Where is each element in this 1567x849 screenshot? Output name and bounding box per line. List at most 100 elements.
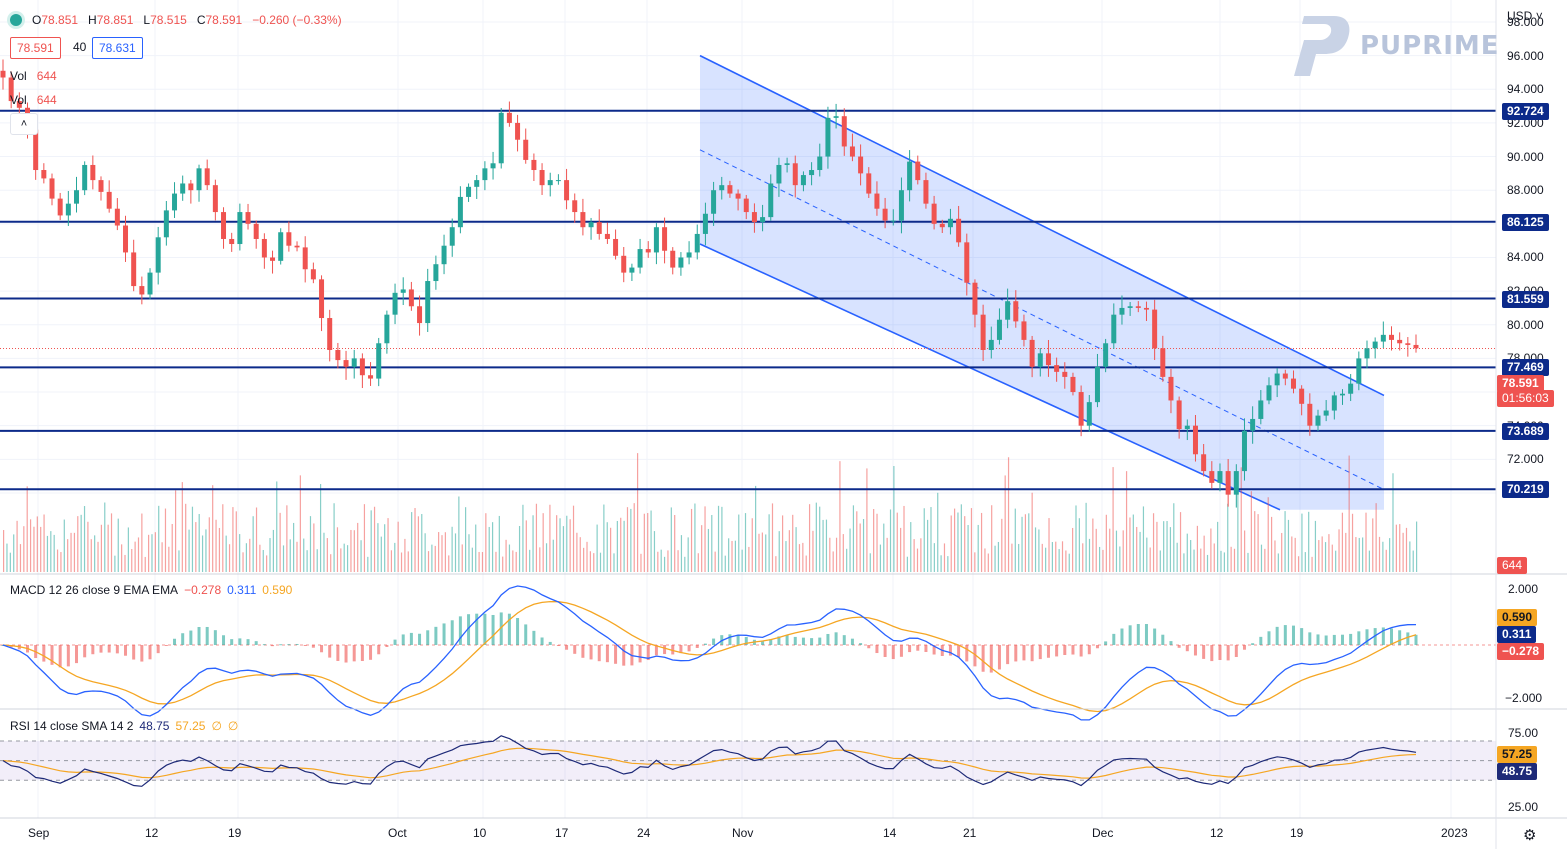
volume-bar — [748, 546, 750, 572]
candle-body — [33, 129, 39, 171]
volume-bar — [559, 518, 561, 572]
candle-body — [1331, 395, 1337, 411]
volume-bar — [1244, 530, 1246, 572]
macd-hist-bar — [646, 645, 650, 661]
macd-hist-bar — [948, 645, 952, 656]
volume-bar — [97, 541, 99, 572]
currency-label: USD — [1507, 9, 1533, 23]
price-tick-label: 80.000 — [1507, 317, 1544, 332]
candle-body — [139, 286, 145, 295]
candle-body — [1103, 343, 1109, 367]
volume-bar — [650, 510, 652, 572]
macd-hist-bar — [124, 645, 128, 656]
volume-bar — [249, 538, 251, 572]
volume-bar — [259, 544, 261, 572]
volume-bar — [1270, 516, 1273, 572]
volume-bar — [1179, 512, 1182, 572]
volume-bar — [1382, 541, 1384, 572]
volume-bar — [697, 553, 699, 572]
candle-body — [1021, 321, 1027, 340]
macd-hist-bar — [1104, 641, 1108, 645]
candle-body — [1054, 365, 1060, 372]
candle-body — [580, 212, 586, 228]
volume-bar — [1021, 516, 1023, 572]
candle-body — [1413, 344, 1419, 349]
macd-hist-bar — [712, 638, 716, 645]
macd-hist-bar — [761, 641, 765, 645]
macd-hist-bar — [989, 645, 993, 673]
time-tick-label: 19 — [1290, 826, 1304, 840]
candle-body — [270, 257, 276, 261]
macd-hist-bar — [254, 641, 258, 645]
candle-body — [1005, 301, 1011, 320]
macd-hist-bar — [1251, 643, 1255, 645]
change-value: −0.260 (−0.33%) — [252, 13, 342, 27]
macd-hist-bar — [418, 633, 422, 645]
macd-hist-bar — [891, 645, 895, 660]
volume-bar — [90, 539, 92, 572]
volume-bar — [319, 484, 322, 572]
gear-icon[interactable]: ⚙ — [1523, 827, 1537, 844]
currency-selector[interactable]: USD ˅ — [1507, 9, 1543, 23]
macd-hist-bar — [262, 644, 266, 646]
volume-bar — [906, 556, 908, 572]
volume-bar — [556, 515, 558, 572]
volume-bar — [121, 544, 123, 572]
volume-bar — [131, 548, 133, 572]
volume-bar — [252, 516, 254, 572]
volume-bar — [569, 519, 571, 572]
volume-bar — [9, 552, 11, 572]
macd-hist-bar — [377, 645, 381, 655]
volume-bar — [100, 524, 102, 572]
volume-bar — [353, 530, 355, 572]
volume-bar — [171, 523, 173, 572]
candle-body — [1209, 471, 1215, 483]
volume-bar — [630, 508, 632, 572]
macd-hist-bar — [981, 645, 985, 672]
bid-price-button[interactable]: 78.591 — [10, 37, 61, 59]
volume-bar — [178, 550, 180, 572]
candle-body — [662, 227, 668, 251]
macd-hist-bar — [369, 645, 373, 660]
volume-bar — [181, 482, 183, 572]
rsi-axis-top: 75.00 — [1508, 726, 1539, 740]
volume-bar — [340, 548, 342, 572]
macd-hist-bar — [671, 645, 675, 655]
price-tick-label: 84.000 — [1507, 250, 1544, 265]
macd-hist-bar — [597, 645, 601, 662]
volume-bar — [222, 504, 224, 572]
macd-hist-bar — [785, 635, 789, 645]
macd-hist-bar — [507, 613, 511, 645]
candle-body — [490, 163, 496, 169]
macd-hist-bar — [1095, 645, 1099, 649]
volume-bar — [1125, 471, 1128, 572]
volume-bar — [481, 552, 484, 572]
macd-hist-bar — [801, 637, 805, 645]
macd-line-badge: 0.311 — [1497, 626, 1537, 643]
ask-price-button[interactable]: 78.631 — [92, 37, 143, 59]
volume-bar — [987, 553, 989, 572]
candle-body — [645, 249, 651, 253]
volume-bar — [309, 516, 312, 572]
volume-bar — [549, 504, 551, 572]
volume-bar — [1314, 520, 1317, 572]
volume-bar — [360, 540, 362, 572]
macd-legend: MACD 12 26 close 9 EMA EMA −0.278 0.311 … — [10, 583, 292, 597]
macd-hist-bar — [385, 645, 389, 647]
macd-hist-bar — [409, 632, 413, 645]
collapse-legend-button[interactable]: ˄ — [10, 113, 38, 135]
macd-hist-bar — [1038, 645, 1042, 660]
volume-bar — [164, 508, 167, 572]
volume-bar — [1034, 527, 1037, 572]
volume-bar — [599, 552, 602, 572]
candle-body — [253, 223, 259, 239]
volume-bar — [215, 519, 217, 572]
volume-bar — [1365, 512, 1367, 572]
volume-bar — [724, 555, 726, 572]
channel-lower-line — [699, 243, 1281, 511]
volume-bar — [771, 503, 774, 572]
macd-hist-bar — [352, 645, 356, 662]
volume-bar — [717, 505, 720, 572]
